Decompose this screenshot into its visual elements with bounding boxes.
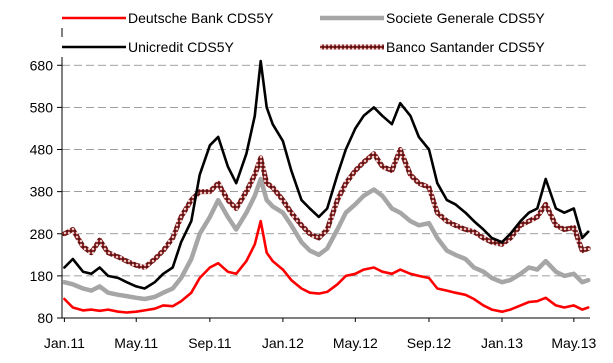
x-tick-label: Jan.12 bbox=[262, 335, 304, 351]
y-tick-label: 180 bbox=[30, 268, 54, 284]
series-line-societe-generale-cds5y bbox=[62, 176, 591, 302]
y-tick-label: 280 bbox=[30, 226, 54, 242]
y-tick-label: 480 bbox=[30, 142, 54, 158]
legend: Deutsche Bank CDS5Y Societe Generale CDS5… bbox=[58, 8, 574, 57]
legend-label: Deutsche Bank CDS5Y bbox=[128, 10, 274, 26]
x-tick-label: May.13 bbox=[551, 335, 596, 351]
axes: 80 180 280 380 480 580 680 Jan.11 May.11 Sep.11 Ja… bbox=[30, 28, 596, 351]
x-tick-label: Sep.12 bbox=[407, 335, 452, 351]
y-tick-label: 380 bbox=[30, 184, 54, 200]
y-tick-label: 680 bbox=[30, 57, 54, 73]
series-line-deutsche-bank-cds5y bbox=[63, 219, 590, 314]
legend-label: Banco Santander CDS5Y bbox=[386, 39, 545, 55]
legend-item-background bbox=[58, 37, 316, 57]
y-tick-label: 80 bbox=[37, 310, 53, 326]
legend-label: Societe Generale CDS5Y bbox=[386, 10, 545, 26]
legend-label: Unicredit CDS5Y bbox=[128, 39, 234, 55]
series-line-banco-santander-cds5y bbox=[61, 147, 591, 270]
series-line-unicredit-cds5y bbox=[63, 59, 590, 290]
series-lines bbox=[61, 59, 591, 314]
y-tick-label: 580 bbox=[30, 99, 54, 115]
legend-item-background bbox=[316, 37, 574, 57]
grid-lines bbox=[62, 64, 590, 277]
x-tick-label: May.11 bbox=[114, 335, 158, 351]
x-tick-label: Jan.11 bbox=[44, 335, 85, 351]
x-tick-label: Sep.11 bbox=[188, 335, 232, 351]
x-tick-label: Jan.13 bbox=[481, 335, 523, 351]
x-tick-label: May.12 bbox=[333, 335, 378, 351]
legend-item-background bbox=[316, 8, 574, 28]
legend-item-background bbox=[58, 8, 316, 28]
